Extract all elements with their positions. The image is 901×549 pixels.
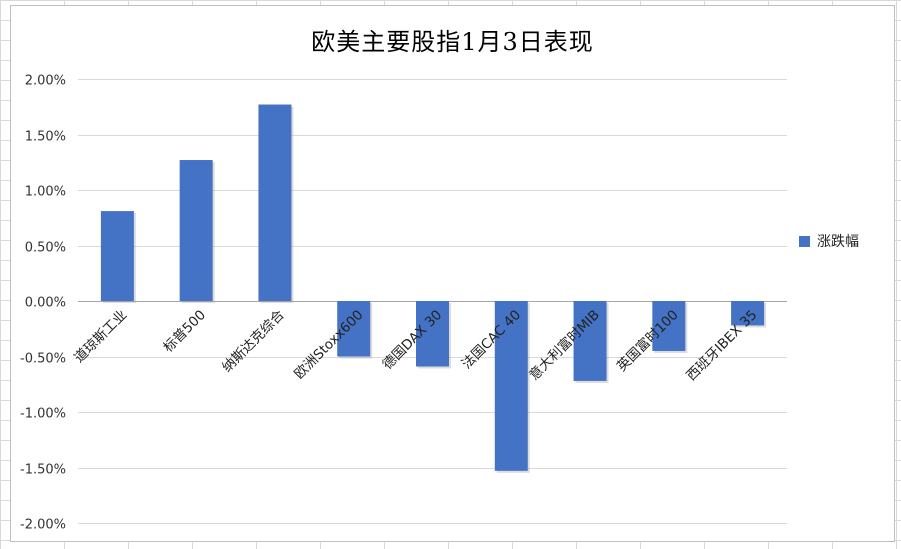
y-tick-label: -1.50% [20, 463, 66, 478]
x-tick-label: 纳斯达克综合 [219, 307, 288, 376]
y-tick-label: 1.50% [25, 130, 66, 145]
y-tick-label: 1.00% [25, 185, 66, 200]
y-tick-label: 0.50% [25, 241, 66, 256]
y-tick-label: 0.00% [25, 296, 66, 311]
bar[interactable] [494, 301, 528, 471]
bar[interactable] [416, 301, 449, 367]
y-tick-label: -1.00% [20, 407, 66, 422]
x-tick-label: 标普500 [160, 307, 209, 356]
bar[interactable] [573, 301, 607, 381]
legend: 涨跌幅 [799, 231, 859, 251]
chart-area[interactable]: 欧美主要股指1月3日表现 涨跌幅 [10, 5, 895, 542]
chart-title: 欧美主要股指1月3日表现 [311, 28, 594, 56]
bar[interactable] [258, 104, 292, 301]
bar[interactable] [337, 301, 371, 357]
y-tick-label: 2.00% [25, 74, 66, 89]
y-tick-label: -0.50% [20, 352, 66, 367]
bar[interactable] [652, 301, 686, 351]
legend-swatch [799, 235, 810, 247]
y-tick-label: -2.00% [20, 518, 66, 533]
legend-label: 涨跌幅 [817, 234, 859, 250]
x-tick-label: 西班牙IBEX 35 [683, 307, 760, 384]
bar[interactable] [731, 301, 765, 326]
bar[interactable] [100, 211, 134, 301]
bar[interactable] [179, 160, 213, 301]
